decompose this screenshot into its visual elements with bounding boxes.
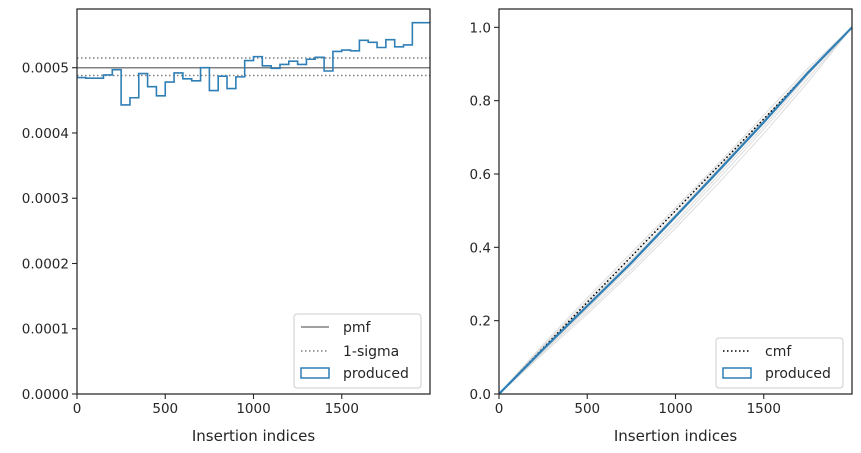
right-xtick-label: 1000 [658,401,692,417]
right-chart: 0 500 1000 1500 0.0 0.2 0.4 0.6 0.8 1.0 Insertio… [470,8,853,445]
left-x-axis-label: Insertion indices [192,427,315,445]
left-ytick-label: 0.0003 [22,191,69,207]
right-x-axis-label: Insertion indices [614,427,737,445]
right-legend: cmf produced [715,337,844,389]
legend-produced-label: produced [765,366,831,382]
right-xtick-label: 1500 [747,401,781,417]
background-cdf-line [499,27,852,394]
legend-produced-patch [722,367,752,379]
left-ytick-label: 0.0001 [22,322,69,338]
left-ytick-label: 0.0004 [22,126,69,142]
right-ytick-label: 1.0 [470,20,491,36]
left-ytick-label: 0.0000 [22,387,69,403]
left-xtick-label: 500 [152,401,178,417]
right-ytick-label: 0.4 [470,240,491,256]
background-cdf-line [499,27,852,394]
right-ytick-label: 0.2 [470,314,491,330]
left-ytick-label: 0.0005 [22,61,69,77]
right-ytick-label: 0.0 [470,387,491,403]
right-ytick-label: 0.6 [470,167,491,183]
left-xtick-label: 1500 [325,401,359,417]
left-chart: 0 500 1000 1500 0.0000 0.0001 0.0002 0.0003 0.0… [22,8,431,445]
background-cdf-line [499,26,852,394]
left-xtick-label: 0 [73,401,82,417]
background-cdf-line [499,26,852,394]
left-ytick-label: 0.0002 [22,256,69,272]
right-xtick-label: 0 [495,401,504,417]
legend-produced-patch [300,367,330,379]
legend-sigma-label: 1-sigma [343,344,399,360]
left-legend: pmf 1-sigma produced [293,313,422,389]
right-xtick-label: 500 [574,401,600,417]
legend-produced-label: produced [343,366,409,382]
left-xtick-label: 1000 [236,401,270,417]
produced-step-series [77,21,430,106]
right-ytick-label: 0.8 [470,94,491,110]
legend-pmf-label: pmf [343,320,372,336]
produced-cdf-line [499,26,852,394]
legend-cmf-label: cmf [765,344,792,360]
